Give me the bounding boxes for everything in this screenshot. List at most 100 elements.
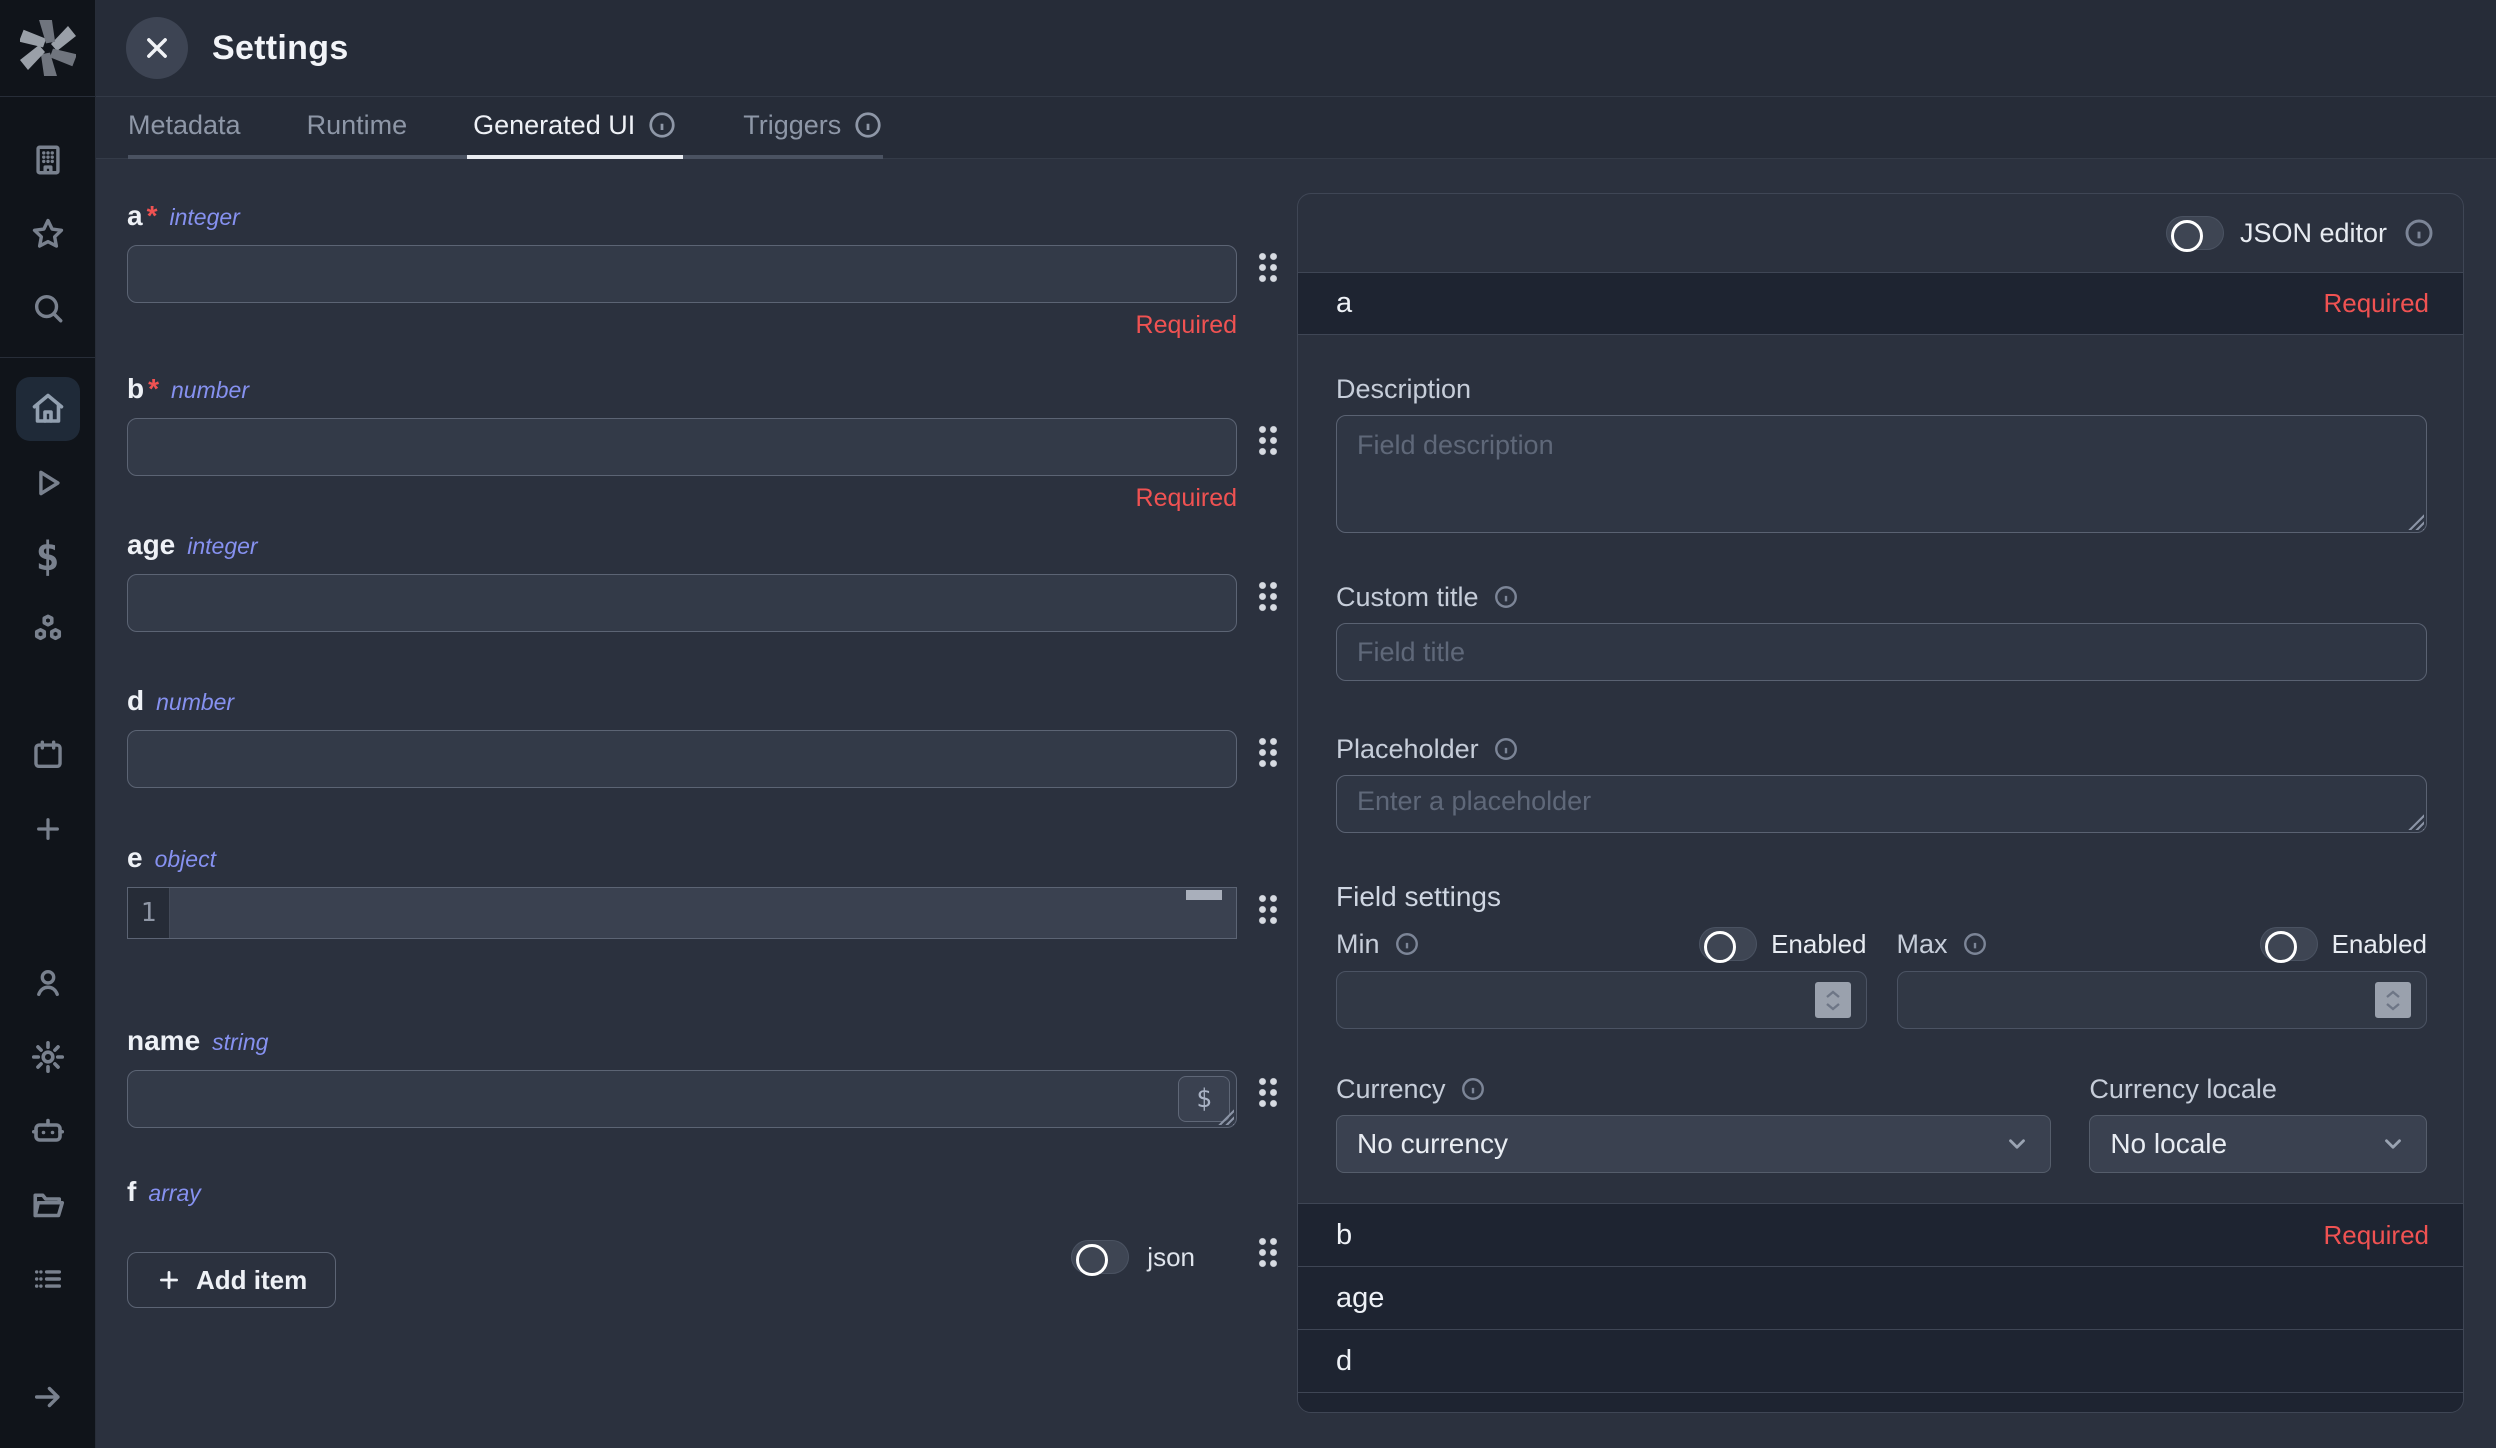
required-message: Required: [1135, 311, 1237, 339]
editor-scrollbar-thumb[interactable]: [1186, 890, 1222, 900]
drag-handle-icon[interactable]: [1257, 424, 1277, 456]
field-type: number: [156, 689, 235, 715]
list-icon: [34, 1270, 61, 1288]
sidebar-item-workspace[interactable]: [16, 128, 80, 192]
max-number-input[interactable]: [1896, 971, 2427, 1029]
add-item-button[interactable]: Add item: [127, 1252, 337, 1308]
currency-setting: Currency No currency: [1336, 1073, 2052, 1173]
editor-line-number: 1: [128, 888, 170, 938]
drag-handle-icon[interactable]: [1257, 1076, 1277, 1108]
sidebar-item-resources[interactable]: [16, 599, 80, 663]
drag-handle-icon[interactable]: [1257, 893, 1277, 925]
calendar-icon: [33, 740, 62, 769]
min-label: Min: [1336, 928, 1380, 959]
drag-handle-icon[interactable]: [1257, 251, 1277, 283]
field-name: f: [127, 1176, 137, 1207]
generated-form-preview: a * integer Required b * number: [96, 159, 1297, 1448]
number-spinner[interactable]: [2375, 982, 2411, 1018]
description-textarea[interactable]: [1336, 415, 2427, 533]
panel-toolbar: JSON editor: [1298, 194, 2463, 272]
json-toggle-label: json: [1147, 1241, 1195, 1272]
chevron-down-icon: [2009, 1139, 2026, 1149]
sidebar-item-schedules[interactable]: [16, 723, 80, 787]
min-enabled-label: Enabled: [1771, 928, 1867, 959]
field-type: number: [171, 377, 249, 403]
field-name: age: [127, 529, 176, 560]
variable-picker-button[interactable]: $: [1178, 1076, 1230, 1122]
windmill-logo[interactable]: [0, 0, 95, 97]
sidebar-collapse-button[interactable]: [16, 1365, 80, 1429]
json-editor-label: JSON editor: [2239, 217, 2387, 248]
sidebar-item-variables[interactable]: $: [16, 525, 80, 589]
sidebar-item-runs[interactable]: [16, 451, 80, 515]
min-enabled-toggle[interactable]: [1699, 927, 1758, 963]
play-icon: [38, 470, 60, 496]
field-a-input[interactable]: [127, 245, 1237, 303]
max-enabled-toggle[interactable]: [2259, 927, 2318, 963]
sidebar-item-home[interactable]: [15, 377, 80, 441]
field-age-input[interactable]: [127, 574, 1237, 632]
drag-handle-icon[interactable]: [1257, 1236, 1277, 1268]
sidebar-item-folders[interactable]: [16, 1173, 80, 1237]
sidebar-item-logs[interactable]: [16, 1247, 80, 1311]
field-name: a: [127, 200, 143, 231]
tab-metadata[interactable]: Metadata: [128, 109, 241, 140]
currency-label: Currency: [1336, 1073, 2051, 1105]
drag-handle-icon[interactable]: [1257, 580, 1277, 612]
tab-triggers[interactable]: Triggers: [743, 97, 883, 155]
section-header-a[interactable]: a Required: [1298, 272, 2463, 335]
form-field-b: b * number Required: [127, 373, 1297, 512]
custom-title-input[interactable]: [1336, 623, 2427, 681]
min-number-input[interactable]: [1336, 971, 1867, 1029]
sidebar-item-users[interactable]: [16, 951, 80, 1015]
page-title: Settings: [212, 28, 349, 67]
field-type: string: [212, 1029, 269, 1055]
description-label: Description: [1336, 373, 1472, 404]
drag-handle-icon[interactable]: [1257, 736, 1277, 768]
search-icon: [34, 294, 62, 323]
boxes-icon: [34, 614, 61, 641]
sidebar-item-favorites[interactable]: [16, 202, 80, 266]
json-mode-toggle[interactable]: [1071, 1240, 1130, 1276]
sidebar-item-search[interactable]: [16, 276, 80, 340]
section-header-b[interactable]: b Required: [1298, 1203, 2463, 1266]
currency-select[interactable]: No currency: [1336, 1115, 2052, 1173]
close-button[interactable]: [126, 17, 188, 79]
form-field-d: d number: [127, 685, 1297, 788]
currency-locale-setting: Currency locale No locale: [2089, 1073, 2427, 1173]
info-icon[interactable]: [1962, 931, 1988, 957]
max-enabled-label: Enabled: [2331, 928, 2427, 959]
folder-icon: [32, 1193, 64, 1218]
field-editor-body: Description Custom title Placeholder: [1298, 335, 2463, 1173]
info-icon[interactable]: [1493, 584, 1519, 610]
section-header-partial[interactable]: [1298, 1392, 2463, 1412]
sidebar-item-add[interactable]: [16, 797, 80, 861]
tab-generated-ui[interactable]: Generated UI: [467, 97, 684, 159]
info-icon[interactable]: [1460, 1076, 1486, 1102]
field-e-json-editor[interactable]: 1: [127, 887, 1237, 939]
field-name-input[interactable]: [127, 1070, 1237, 1128]
x-icon: [147, 38, 167, 58]
field-d-input[interactable]: [127, 730, 1237, 788]
form-field-a: a * integer Required: [127, 200, 1297, 339]
tab-runtime[interactable]: Runtime: [306, 109, 408, 140]
section-header-d[interactable]: d: [1298, 1329, 2463, 1392]
dollar-icon: $: [35, 534, 60, 580]
windmill-logo-icon: [19, 20, 76, 76]
field-b-input[interactable]: [127, 418, 1237, 476]
placeholder-textarea[interactable]: [1336, 775, 2427, 833]
json-editor-toggle[interactable]: [2165, 216, 2224, 252]
info-icon[interactable]: [1493, 736, 1519, 762]
info-icon[interactable]: [647, 110, 677, 140]
section-header-age[interactable]: age: [1298, 1266, 2463, 1329]
currency-locale-select[interactable]: No locale: [2089, 1115, 2427, 1173]
info-icon[interactable]: [2403, 217, 2435, 249]
field-name: d: [127, 685, 145, 716]
number-spinner[interactable]: [1814, 982, 1851, 1018]
sidebar-item-settings[interactable]: [16, 1025, 80, 1089]
info-icon[interactable]: [1394, 931, 1420, 957]
info-icon[interactable]: [853, 110, 883, 140]
sidebar-item-workers[interactable]: [16, 1099, 80, 1163]
sidebar-divider: [0, 357, 96, 358]
required-asterisk: *: [148, 373, 160, 404]
